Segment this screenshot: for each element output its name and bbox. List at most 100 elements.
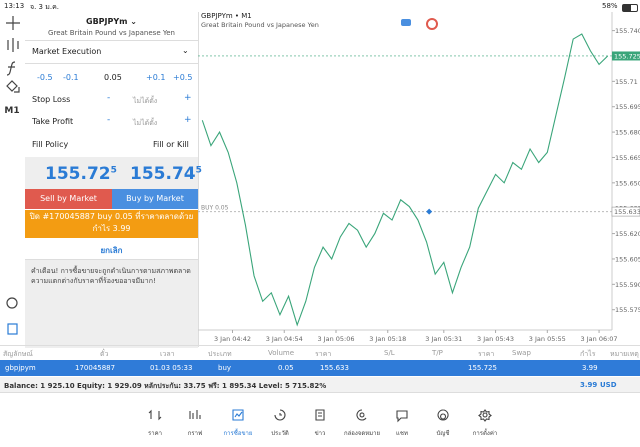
stop-loss-plus[interactable]: + xyxy=(184,93,192,103)
execution-text: Market Execution xyxy=(32,47,102,56)
summary-row: Balance: 1 925.10 Equity: 1 929.09 หลักป… xyxy=(0,377,640,393)
bid-last: 5 xyxy=(110,165,117,176)
position-row[interactable]: gbpjpym 170045887 01.03 05:33 buy 0.05 1… xyxy=(0,360,640,376)
cell: 0.05 xyxy=(278,364,294,372)
take-profit-minus[interactable]: - xyxy=(107,115,111,125)
nav-icon xyxy=(189,410,201,419)
y-tick-label: 155.665 xyxy=(615,154,640,162)
battery-icon xyxy=(622,4,638,12)
search-tool[interactable] xyxy=(6,297,18,309)
close-button[interactable]: ปิด #170045887 buy 0.05 ที่ราคาตลาดด้วยก… xyxy=(25,210,198,238)
cell: 155.633 xyxy=(320,364,349,372)
y-tick-label: 155.575 xyxy=(615,306,640,314)
buy-level-box xyxy=(611,206,640,217)
order-tool[interactable] xyxy=(7,323,18,335)
y-tick-label: 155.740 xyxy=(615,27,640,35)
current-price-label: 155.725 xyxy=(614,52,640,60)
indicators-tool[interactable] xyxy=(7,38,19,52)
y-tick-label: 155.605 xyxy=(615,255,640,263)
fill-policy-value[interactable]: Fill or Kill xyxy=(153,140,189,149)
total-profit: 3.99 xyxy=(580,381,598,389)
nav-label: ประวัติ xyxy=(271,430,289,437)
objects-tool[interactable] xyxy=(6,80,20,93)
bid-price: 155.725 xyxy=(45,164,117,184)
x-tick-label: 3 Jan 05:06 xyxy=(317,335,354,343)
take-profit-plus[interactable]: + xyxy=(184,115,192,125)
y-tick-label: 155.590 xyxy=(615,281,640,289)
nav-item[interactable]: การซื้อขาย xyxy=(213,406,263,442)
one-click-button[interactable] xyxy=(401,19,411,26)
nav-label: ราคา xyxy=(148,430,162,437)
status-date: จ. 3 ม.ค. xyxy=(30,3,59,11)
nav-label: การตั้งค่า xyxy=(472,430,498,437)
bottom-nav: ราคา กราฟ การซื้อขาย ประวัติ ข่าว กล่องจดหมาย… xyxy=(0,400,640,447)
execution-select[interactable]: Market Execution ⌄ xyxy=(25,40,198,64)
volume-step[interactable]: -0.1 xyxy=(63,73,79,82)
chart-title: GBPJPYm • M1 xyxy=(201,12,252,20)
x-tick-label: 3 Jan 04:42 xyxy=(214,335,251,343)
crosshair-tool[interactable] xyxy=(6,16,20,30)
nav-icon xyxy=(148,409,162,421)
nav-glyph xyxy=(274,409,286,421)
cell: gbpjpym xyxy=(5,364,36,372)
buy-button[interactable]: Buy by Market xyxy=(112,189,198,209)
nav-label: กล่องจดหมาย xyxy=(343,430,381,437)
nav-item[interactable]: กล่องจดหมาย xyxy=(337,406,387,442)
nav-glyph xyxy=(396,410,408,423)
current-price-box xyxy=(612,51,640,61)
volume-step[interactable]: +0.5 xyxy=(173,73,193,82)
timeframe[interactable]: M1 xyxy=(4,106,19,116)
cell: 170045887 xyxy=(75,364,116,372)
nav-item[interactable]: ราคา xyxy=(130,406,180,442)
nav-item[interactable]: กราฟ xyxy=(170,406,220,442)
symbol[interactable]: GBPJPYm ⌄ xyxy=(86,17,137,26)
volume-step[interactable]: -0.5 xyxy=(37,73,53,82)
dropdown-arrow: ⌄ xyxy=(182,46,189,55)
ask-price: 155.745 xyxy=(130,164,202,184)
buy-level-text: BUY 0.05 xyxy=(201,205,229,212)
nav-glyph xyxy=(315,409,325,421)
chart-mode-button[interactable] xyxy=(426,18,438,30)
volume[interactable]: 0.05 xyxy=(104,73,122,82)
warning-box: คำเตือน! การซื้อขายจะถูกดำเนินการตามสภาพ… xyxy=(25,259,198,348)
nav-item[interactable]: การตั้งค่า xyxy=(460,406,510,442)
y-tick-label: 155.680 xyxy=(615,129,640,137)
nav-item[interactable]: แชท xyxy=(377,406,427,442)
volume-step[interactable]: +0.1 xyxy=(146,73,166,82)
x-tick-label: 3 Jan 05:43 xyxy=(477,335,514,343)
nav-icon xyxy=(356,409,367,421)
cell: buy xyxy=(218,364,232,372)
x-tick-label: 3 Jan 05:55 xyxy=(529,335,566,343)
bid-main: 155.72 xyxy=(45,164,111,184)
symbol-description: Great Britain Pound vs Japanese Yen xyxy=(48,29,175,37)
order-panel: GBPJPYm ⌄ Great Britain Pound vs Japanes… xyxy=(25,12,202,348)
y-tick-label: 155.620 xyxy=(615,230,640,238)
battery: 58% xyxy=(602,2,618,10)
stop-loss-value[interactable]: ไม่ได้ตั้ง xyxy=(133,97,158,105)
nav-icon xyxy=(478,409,492,422)
header-cell: ราคา xyxy=(478,350,495,358)
header-cell: เวลา xyxy=(160,350,175,358)
nav-glyph xyxy=(437,409,449,421)
nav-glyph xyxy=(148,409,162,421)
x-tick-label: 3 Jan 06:07 xyxy=(581,335,618,343)
stop-loss-minus[interactable]: - xyxy=(107,93,111,103)
function-tool[interactable] xyxy=(6,61,16,76)
buy-level-label: 155.633 xyxy=(614,208,640,216)
nav-icon xyxy=(232,409,244,421)
x-tick-label: 3 Jan 05:31 xyxy=(425,335,462,343)
cancel-button[interactable]: ยกเลิก xyxy=(100,246,123,255)
take-profit-value[interactable]: ไม่ได้ตั้ง xyxy=(133,119,158,127)
header-cell: ราคา xyxy=(315,350,332,358)
balance-summary: Balance: 1 925.10 Equity: 1 929.09 หลักป… xyxy=(4,382,327,390)
nav-item[interactable]: ประวัติ xyxy=(255,406,305,442)
sell-button[interactable]: Sell by Market xyxy=(25,189,112,209)
nav-label: แชท xyxy=(396,430,408,437)
fill-policy-label: Fill Policy xyxy=(32,140,69,149)
nav-item[interactable]: บัญชี xyxy=(418,406,468,442)
header-cell: สัญลักษณ์ xyxy=(3,350,33,358)
nav-item[interactable]: ข่าว xyxy=(295,406,345,442)
toolbar: M1 xyxy=(4,16,20,335)
x-tick-label: 3 Jan 04:54 xyxy=(266,335,303,343)
